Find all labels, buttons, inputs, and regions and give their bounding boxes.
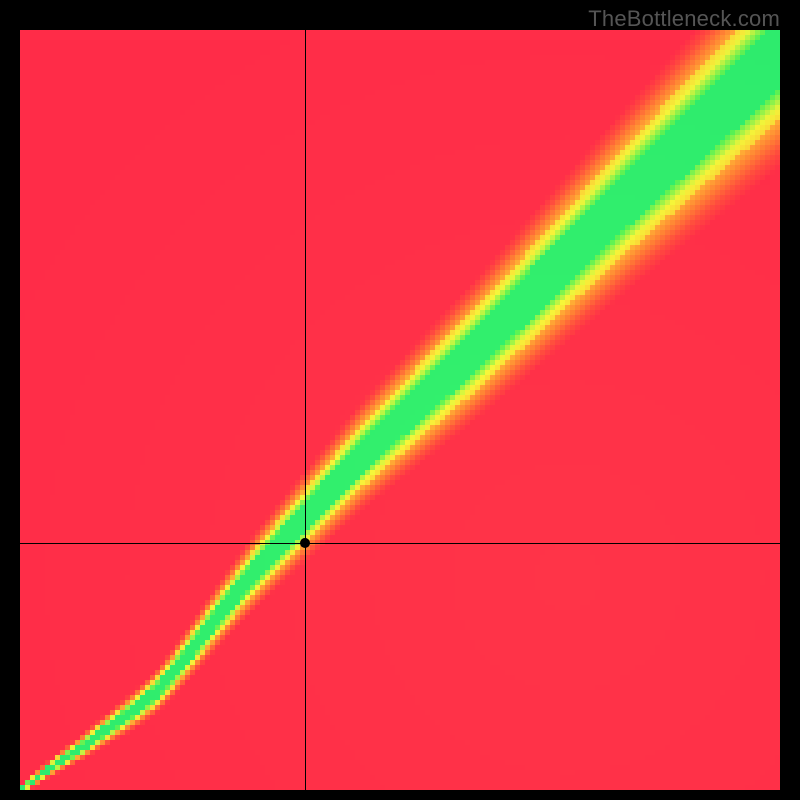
chart-container: TheBottleneck.com [0, 0, 800, 800]
bottleneck-heatmap [20, 30, 780, 790]
watermark-text: TheBottleneck.com [588, 6, 780, 32]
